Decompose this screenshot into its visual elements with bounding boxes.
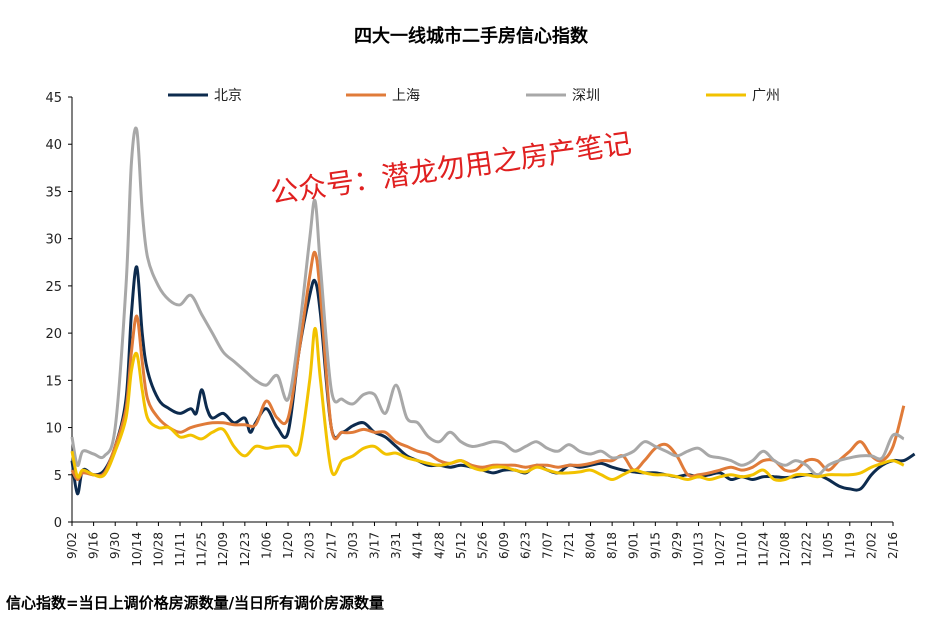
x-tick-label: 8/04: [584, 532, 598, 559]
x-tick-label: 11/25: [195, 532, 209, 567]
y-tick-label: 30: [45, 233, 62, 248]
y-tick-label: 40: [45, 138, 62, 153]
x-tick-label: 3/03: [346, 532, 360, 559]
x-tick-label: 10/28: [151, 532, 165, 567]
x-tick-label: 12/08: [778, 532, 792, 567]
y-tick-label: 25: [45, 280, 62, 295]
y-tick-label: 45: [45, 91, 62, 106]
series-line-2: [70, 126, 905, 477]
legend-label-2: 深圳: [572, 88, 600, 104]
x-tick-label: 9/02: [65, 532, 79, 559]
x-tick-label: 6/23: [519, 532, 533, 559]
x-axis: 9/02 9/16 9/30 10/14 10/28 11/11 11/25 12/09 12/…: [65, 521, 900, 567]
y-tick-label: 10: [45, 422, 62, 437]
y-tick-label: 20: [45, 327, 62, 342]
series-line-1: [70, 250, 906, 481]
x-tick-label: 9/30: [108, 532, 122, 559]
x-tick-label: 11/10: [735, 532, 749, 567]
x-tick-label: 2/17: [324, 532, 338, 559]
x-tick-label: 9/29: [670, 532, 684, 559]
y-tick-label: 35: [45, 185, 62, 200]
series-line-3: [70, 326, 905, 482]
series-line-0: [70, 265, 916, 496]
x-tick-label: 5/12: [454, 532, 468, 559]
x-tick-label: 10/13: [692, 532, 706, 567]
legend-label-0: 北京: [214, 88, 242, 104]
legend: 北京 上海 深圳 广州: [168, 88, 780, 104]
series-lines: [70, 126, 916, 496]
footnote: 信心指数=当日上调价格房源数量/当日所有调价房源数量: [6, 594, 385, 612]
x-tick-label: 6/09: [497, 532, 511, 559]
y-axis: 0 5 10 15 20 25 30 35 40 45: [45, 91, 73, 531]
x-tick-label: 7/21: [562, 532, 576, 559]
x-tick-label: 4/28: [432, 532, 446, 559]
x-tick-label: 1/05: [821, 532, 835, 559]
x-tick-label: 3/17: [367, 532, 381, 559]
legend-label-3: 广州: [752, 88, 780, 104]
x-tick-label: 12/09: [216, 532, 230, 567]
y-tick-label: 5: [54, 469, 62, 484]
x-tick-label: 2/03: [303, 532, 317, 559]
chart-title: 四大一线城市二手房信心指数: [354, 25, 589, 47]
x-tick-label: 1/06: [259, 532, 273, 559]
x-tick-label: 9/16: [87, 532, 101, 559]
x-tick-label: 10/14: [130, 532, 144, 567]
x-tick-label: 1/20: [281, 532, 295, 559]
x-tick-label: 1/19: [843, 532, 857, 559]
x-tick-label: 9/15: [648, 532, 662, 559]
x-tick-label: 2/02: [864, 532, 878, 559]
x-tick-label: 2/16: [886, 532, 900, 559]
x-tick-label: 12/23: [238, 532, 252, 567]
y-tick-label: 15: [45, 374, 62, 389]
x-tick-label: 3/31: [389, 532, 403, 559]
x-tick-label: 11/24: [756, 532, 770, 567]
y-tick-label: 0: [54, 516, 62, 531]
legend-label-1: 上海: [392, 88, 420, 104]
x-tick-label: 10/27: [713, 532, 727, 567]
x-tick-label: 12/22: [800, 532, 814, 567]
x-tick-label: 5/26: [476, 532, 490, 559]
x-tick-label: 7/07: [540, 532, 554, 559]
x-tick-label: 9/01: [627, 532, 641, 559]
x-tick-label: 4/14: [411, 532, 425, 559]
x-tick-label: 8/18: [605, 532, 619, 559]
x-tick-label: 11/11: [173, 532, 187, 567]
chart: 四大一线城市二手房信心指数 北京 上海 深圳 广州 0 5 10 15 20 25 30 35 40 4…: [45, 25, 916, 567]
watermark: 公众号：潜龙勿用之房产笔记: [268, 127, 633, 210]
